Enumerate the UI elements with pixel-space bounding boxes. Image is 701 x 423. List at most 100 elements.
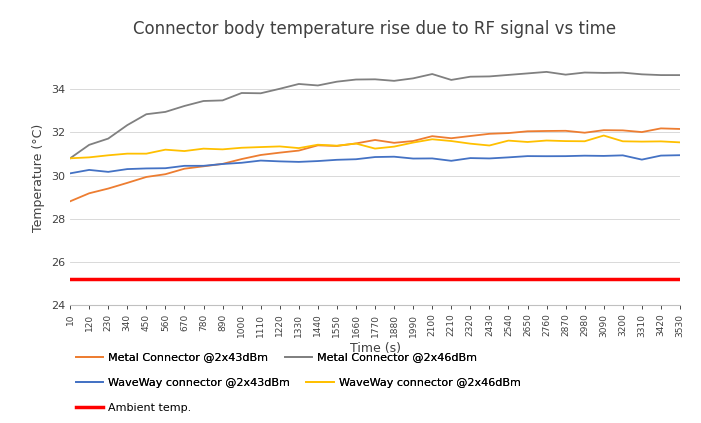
Metal Connector @2x46dBm [66, 156, 74, 161]
WaveWay connector @2x43dBm [199, 163, 207, 168]
Metal Connector @2x43dBm [638, 129, 646, 135]
WaveWay connector @2x46dBm [638, 139, 646, 144]
Metal Connector @2x46dBm [562, 72, 570, 77]
WaveWay connector @2x43dBm [599, 154, 608, 159]
WaveWay connector @2x43dBm [466, 156, 475, 161]
WaveWay connector @2x46dBm [562, 139, 570, 144]
Metal Connector @2x46dBm [238, 91, 246, 96]
Metal Connector @2x43dBm [409, 138, 417, 143]
WaveWay connector @2x46dBm [219, 147, 227, 152]
Ambient temp. [64, 276, 73, 281]
Legend: Metal Connector @2x43dBm, Metal Connector @2x46dBm: Metal Connector @2x43dBm, Metal Connecto… [76, 352, 477, 363]
WaveWay connector @2x46dBm [142, 151, 151, 156]
WaveWay connector @2x43dBm [676, 153, 684, 158]
Metal Connector @2x43dBm [485, 131, 494, 136]
Metal Connector @2x46dBm [123, 123, 132, 128]
WaveWay connector @2x43dBm [66, 171, 74, 176]
WaveWay connector @2x43dBm [523, 154, 531, 159]
WaveWay connector @2x43dBm [428, 156, 437, 161]
Metal Connector @2x46dBm [352, 77, 360, 82]
WaveWay connector @2x46dBm [180, 148, 189, 154]
Metal Connector @2x43dBm [580, 130, 589, 135]
WaveWay connector @2x43dBm [390, 154, 398, 159]
WaveWay connector @2x46dBm [428, 137, 437, 142]
WaveWay connector @2x43dBm [562, 154, 570, 159]
Legend: WaveWay connector @2x43dBm, WaveWay connector @2x46dBm: WaveWay connector @2x43dBm, WaveWay conn… [76, 378, 521, 388]
WaveWay connector @2x43dBm [294, 159, 303, 165]
WaveWay connector @2x43dBm [257, 158, 265, 163]
Metal Connector @2x46dBm [466, 74, 475, 79]
Metal Connector @2x43dBm [180, 166, 189, 171]
Metal Connector @2x46dBm [371, 77, 379, 82]
WaveWay connector @2x43dBm [580, 153, 589, 158]
Metal Connector @2x43dBm [543, 129, 551, 134]
WaveWay connector @2x46dBm [504, 138, 512, 143]
Y-axis label: Temperature (°C): Temperature (°C) [32, 124, 46, 232]
Metal Connector @2x43dBm [428, 134, 437, 139]
WaveWay connector @2x46dBm [676, 140, 684, 145]
Metal Connector @2x43dBm [523, 129, 531, 134]
Metal Connector @2x43dBm [257, 152, 265, 157]
Metal Connector @2x46dBm [257, 91, 265, 96]
Metal Connector @2x43dBm [85, 191, 93, 196]
WaveWay connector @2x46dBm [371, 146, 379, 151]
Metal Connector @2x43dBm [676, 126, 684, 132]
WaveWay connector @2x46dBm [599, 133, 608, 138]
WaveWay connector @2x46dBm [466, 141, 475, 146]
WaveWay connector @2x43dBm [485, 156, 494, 161]
WaveWay connector @2x46dBm [161, 147, 170, 152]
Metal Connector @2x46dBm [523, 71, 531, 76]
WaveWay connector @2x43dBm [161, 166, 170, 171]
WaveWay connector @2x46dBm [123, 151, 132, 156]
Metal Connector @2x43dBm [161, 172, 170, 177]
WaveWay connector @2x43dBm [275, 159, 284, 164]
WaveWay connector @2x43dBm [371, 154, 379, 159]
Line: WaveWay connector @2x43dBm: WaveWay connector @2x43dBm [70, 155, 680, 173]
WaveWay connector @2x43dBm [333, 157, 341, 162]
Metal Connector @2x46dBm [657, 73, 665, 78]
Metal Connector @2x43dBm [618, 128, 627, 133]
Ambient temp. [64, 276, 73, 281]
Metal Connector @2x46dBm [294, 82, 303, 87]
Line: Metal Connector @2x43dBm: Metal Connector @2x43dBm [70, 129, 680, 201]
WaveWay connector @2x43dBm [85, 168, 93, 173]
Metal Connector @2x46dBm [599, 70, 608, 75]
Metal Connector @2x46dBm [676, 73, 684, 78]
Metal Connector @2x46dBm [504, 72, 512, 77]
WaveWay connector @2x43dBm [238, 160, 246, 165]
Metal Connector @2x46dBm [543, 69, 551, 74]
Metal Connector @2x43dBm [504, 131, 512, 136]
Title: Connector body temperature rise due to RF signal vs time: Connector body temperature rise due to R… [133, 20, 617, 38]
Metal Connector @2x43dBm [104, 186, 112, 191]
Metal Connector @2x43dBm [123, 180, 132, 185]
Metal Connector @2x46dBm [180, 103, 189, 108]
WaveWay connector @2x46dBm [66, 156, 74, 161]
Metal Connector @2x46dBm [618, 70, 627, 75]
Metal Connector @2x46dBm [580, 70, 589, 75]
WaveWay connector @2x46dBm [447, 138, 456, 143]
WaveWay connector @2x46dBm [543, 138, 551, 143]
WaveWay connector @2x46dBm [523, 140, 531, 145]
WaveWay connector @2x46dBm [657, 139, 665, 144]
Metal Connector @2x46dBm [390, 78, 398, 83]
Metal Connector @2x46dBm [104, 136, 112, 141]
Metal Connector @2x43dBm [466, 134, 475, 139]
Metal Connector @2x43dBm [199, 164, 207, 169]
WaveWay connector @2x46dBm [294, 146, 303, 151]
WaveWay connector @2x43dBm [657, 153, 665, 158]
Metal Connector @2x43dBm [219, 161, 227, 166]
WaveWay connector @2x46dBm [238, 145, 246, 150]
Metal Connector @2x46dBm [275, 86, 284, 91]
X-axis label: Time (s): Time (s) [350, 342, 400, 355]
WaveWay connector @2x43dBm [352, 157, 360, 162]
Metal Connector @2x43dBm [447, 136, 456, 141]
Metal Connector @2x46dBm [85, 142, 93, 147]
Legend: Ambient temp.: Ambient temp. [76, 403, 191, 413]
Metal Connector @2x46dBm [638, 72, 646, 77]
Metal Connector @2x43dBm [333, 143, 341, 148]
WaveWay connector @2x43dBm [618, 153, 627, 158]
WaveWay connector @2x43dBm [409, 156, 417, 161]
Line: Metal Connector @2x46dBm: Metal Connector @2x46dBm [70, 72, 680, 158]
WaveWay connector @2x46dBm [580, 139, 589, 144]
Metal Connector @2x46dBm [428, 71, 437, 77]
